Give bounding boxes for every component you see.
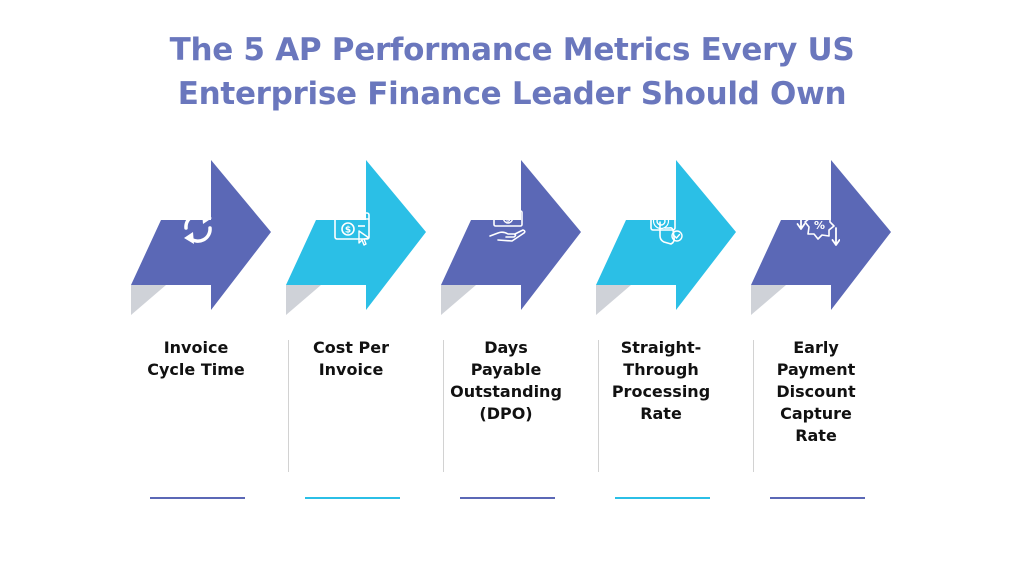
metric-underline [150, 497, 245, 499]
metric-underline [305, 497, 400, 499]
arrow-shape [441, 160, 581, 315]
metric-label: Invoice Cycle Time [147, 338, 245, 379]
metric-label: Cost Per Invoice [313, 338, 389, 379]
touch-automation-icon [650, 209, 683, 245]
metric-label: Early Payment Discount Capture Rate [776, 338, 856, 445]
hand-money-icon: $ [489, 210, 526, 242]
metric-underline [615, 497, 710, 499]
arrow-shape [131, 160, 271, 315]
infographic-title: The 5 AP Performance Metrics Every US En… [0, 28, 1024, 116]
dollar-browser-click-icon: $ [334, 212, 370, 246]
arrow-shape [596, 160, 736, 315]
svg-text:$: $ [345, 226, 351, 236]
refresh-cycle-icon [184, 212, 212, 244]
metric-invoice-cycle-time: Invoice Cycle Time [131, 160, 289, 510]
metric-underline [770, 497, 865, 499]
percent-discount-arrows-icon: % [796, 211, 840, 246]
metric-label: Days Payable Outstanding (DPO) [450, 338, 562, 423]
column-divider [288, 340, 289, 472]
title-line-2: Enterprise Finance Leader Should Own [177, 76, 847, 112]
column-divider [598, 340, 599, 472]
svg-text:$: $ [506, 216, 511, 224]
column-divider [753, 340, 754, 472]
svg-text:%: % [814, 219, 825, 232]
metric-label: Straight- Through Processing Rate [611, 338, 711, 423]
metric-days-payable-outstanding: $ Days Payable Outstanding (DPO) [441, 160, 599, 510]
arrow-shape [286, 160, 426, 315]
metric-cost-per-invoice: $ Cost Per Invoice [286, 160, 444, 510]
metric-straight-through-processing-rate: Straight- Through Processing Rate [596, 160, 754, 510]
metric-early-payment-discount-capture-rate: % Early Payment Discount Capture Rate [751, 160, 896, 510]
column-divider [443, 340, 444, 472]
title-line-1: The 5 AP Performance Metrics Every US [169, 32, 855, 68]
metric-underline [460, 497, 555, 499]
